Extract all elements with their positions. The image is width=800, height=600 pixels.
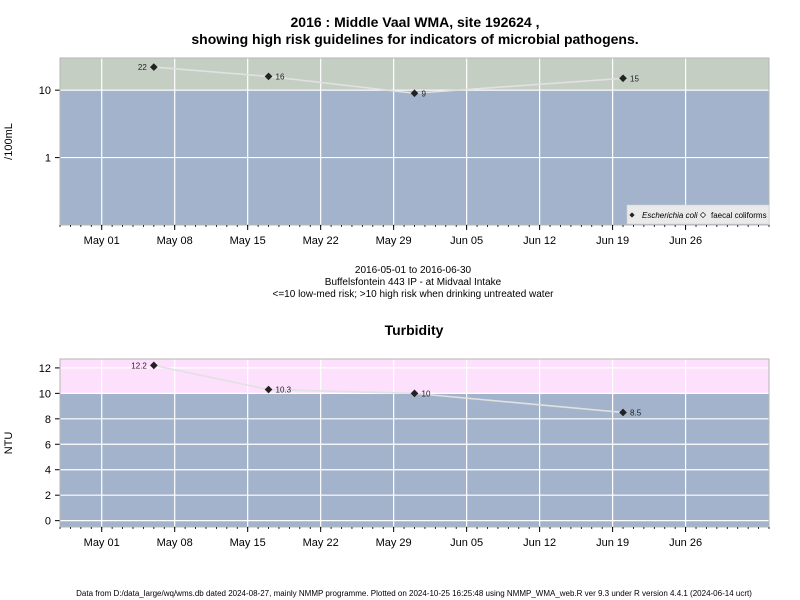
data-label: 16 (276, 72, 285, 81)
caption-risk-guideline: <=10 low-med risk; >10 high risk when dr… (273, 289, 555, 300)
x-tick-label: May 29 (376, 537, 412, 549)
main-title-line2: showing high risk guidelines for indicat… (191, 31, 638, 47)
x-tick-label: Jun 26 (669, 235, 702, 247)
x-tick-label: Jun 19 (596, 537, 629, 549)
data-label: 10 (422, 389, 431, 398)
data-point (264, 72, 273, 81)
y-tick-label: 6 (45, 439, 51, 451)
x-tick-label: May 08 (157, 537, 193, 549)
x-tick-label: Jun 26 (669, 537, 702, 549)
data-point (619, 408, 627, 417)
legend: Escherichia coli faecal coliforms (626, 204, 770, 225)
high-risk-band (60, 359, 769, 394)
data-label: 15 (630, 74, 639, 83)
y-tick-label: 1 (45, 153, 51, 165)
footer-note: Data from D:/data_large/wq/wms.db dated … (76, 589, 752, 598)
data-point (410, 389, 419, 398)
legend-entry-label: faecal coliforms (711, 211, 767, 220)
series-line (153, 66, 624, 95)
x-tick-label: May 01 (84, 537, 120, 549)
main-title-line1: 2016 : Middle Vaal WMA, site 192624 , (291, 14, 540, 30)
y-axis-label: /100mL (3, 123, 15, 160)
caption-date-range: 2016-05-01 to 2016-06-30 (355, 265, 472, 276)
data-label: 10.3 (276, 386, 292, 395)
legend-marker-filled (629, 212, 635, 218)
x-tick-label: May 29 (376, 235, 412, 247)
x-tick-label: Jun 05 (450, 235, 483, 247)
legend-marker-open (699, 211, 707, 219)
y-tick-label: 0 (45, 516, 51, 528)
y-tick-label: 12 (39, 363, 51, 375)
x-tick-label: May 01 (84, 235, 120, 247)
x-tick-label: May 08 (157, 235, 193, 247)
data-point (150, 361, 158, 370)
x-tick-label: May 22 (303, 537, 339, 549)
y-tick-label: 10 (39, 388, 51, 400)
y-tick-label: 4 (45, 465, 51, 477)
y-tick-label: 2 (45, 490, 51, 502)
caption-site-name: Buffelsfontein 443 IP - at Midvaal Intak… (325, 277, 502, 288)
legend-box (626, 204, 770, 225)
turbidity-chart: May 01 May 08 May 15 May 22 May 29 Jun 05 Jun … (3, 358, 770, 549)
microbial-chart: May 01 May 08 May 15 May 22 May 29 Jun 05 Jun … (3, 57, 770, 247)
data-point (410, 89, 419, 98)
low-risk-band (60, 393, 769, 527)
y-tick-label: 8 (45, 414, 51, 426)
data-label: 12.2 (131, 361, 147, 370)
high-risk-band (60, 58, 769, 91)
y-axis-label: NTU (3, 432, 15, 455)
series-line (153, 364, 624, 414)
x-tick-label: May 22 (303, 235, 339, 247)
data-label: 9 (422, 89, 427, 98)
x-tick-label: Jun 12 (523, 235, 556, 247)
data-label: 8.5 (630, 408, 642, 417)
legend-entry-label: Escherichia coli (642, 211, 698, 220)
turbidity-title: Turbidity (385, 322, 444, 338)
y-tick-label: 10 (39, 85, 51, 97)
data-point (264, 385, 273, 394)
data-point (619, 74, 627, 83)
x-tick-label: Jun 19 (596, 235, 629, 247)
data-point (150, 63, 158, 71)
x-tick-label: May 15 (230, 537, 266, 549)
x-tick-label: Jun 05 (450, 537, 483, 549)
data-label: 22 (138, 63, 147, 72)
x-tick-label: May 15 (230, 235, 266, 247)
x-tick-label: Jun 12 (523, 537, 556, 549)
